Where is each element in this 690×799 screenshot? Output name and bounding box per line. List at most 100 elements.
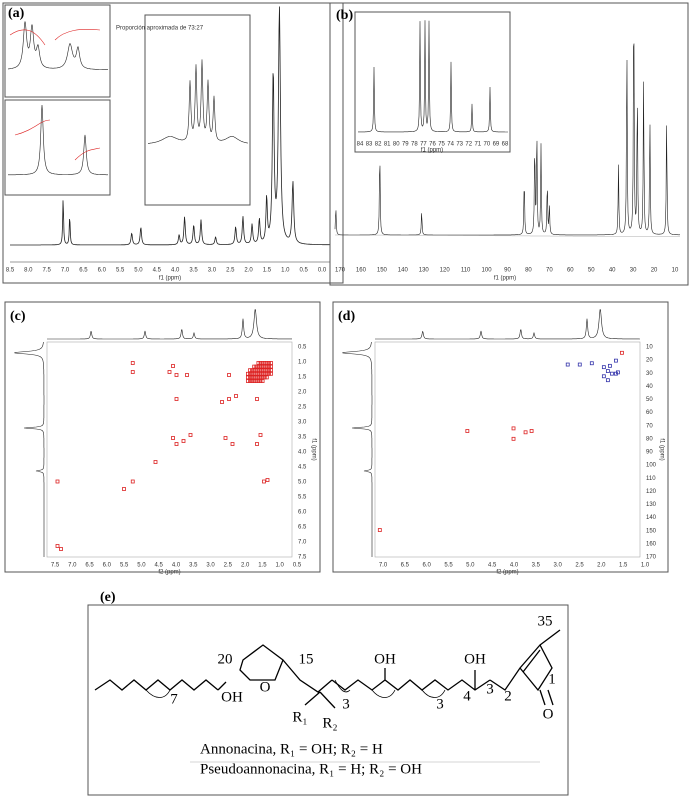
tick-label: 7.0 (298, 540, 307, 546)
tick-label: 70 (484, 142, 491, 148)
cross-peak (260, 371, 265, 376)
cross-peak (254, 375, 259, 380)
cross-peak (223, 436, 228, 440)
cross-peak (601, 365, 606, 370)
inset (144, 14, 251, 206)
tick-label: 1.5 (263, 268, 272, 274)
cross-peak (266, 368, 271, 373)
cross-peak (264, 361, 269, 365)
tick-label: 7.5 (43, 268, 52, 274)
cross-peak (250, 375, 255, 380)
cross-peak (260, 364, 265, 369)
plot-area (374, 341, 641, 558)
tick-label: 7.0 (68, 563, 77, 569)
cross-peak (614, 358, 618, 363)
tick-label: 5.0 (137, 563, 146, 569)
atom-label: O (543, 706, 554, 722)
tick-label: 80 (393, 142, 400, 148)
tick-label: 5.0 (466, 563, 475, 569)
cross-peak (252, 368, 257, 373)
cross-peak (577, 362, 582, 367)
atom-label: 3 (342, 696, 350, 712)
cross-peak (266, 364, 271, 369)
cross-peak (607, 363, 612, 368)
inset (354, 11, 511, 153)
panel-frame (2, 2, 344, 284)
tick-label: 160 (356, 268, 367, 274)
cross-peak (255, 442, 259, 446)
tick-label: 70 (546, 268, 553, 274)
tick-label: 5.5 (116, 268, 125, 274)
tick-label: 80 (646, 436, 653, 442)
tick-label: 1.5 (619, 563, 628, 569)
tick-label: 140 (646, 515, 657, 521)
tick-label: 7.0 (379, 563, 388, 569)
tick-label: 4.5 (155, 563, 164, 569)
axis-label: f1 (ppm) (494, 276, 516, 282)
cross-peak (227, 373, 231, 377)
tick-label: 170 (646, 555, 657, 561)
plot-area (46, 341, 293, 558)
tick-label: 120 (646, 489, 657, 495)
tick-label: 140 (398, 268, 409, 274)
integral (9, 29, 101, 46)
tick-label: 120 (440, 268, 451, 274)
cross-peak (250, 368, 255, 373)
tick-label: 5.0 (298, 480, 307, 486)
tick-label: 6.0 (422, 563, 431, 569)
tick-label: 5.0 (134, 268, 143, 274)
tick-label: 68 (502, 142, 509, 148)
integral (14, 119, 101, 161)
inset-spectrum (8, 21, 108, 70)
tick-label: 1.5 (258, 563, 267, 569)
tick-label: 3.5 (298, 435, 307, 441)
projection (375, 309, 640, 340)
tick-label: 5.5 (444, 563, 453, 569)
cross-peak (264, 368, 269, 373)
cross-peak (258, 433, 263, 437)
atom-label: 35 (538, 613, 553, 629)
tick-label: 110 (646, 476, 656, 482)
cross-peak (264, 364, 269, 369)
cross-peak (250, 379, 255, 383)
cross-peak (258, 371, 263, 376)
tick-label: 69 (493, 142, 500, 148)
tick-label: 2.5 (224, 563, 233, 569)
cross-peak (252, 364, 257, 369)
cross-peak (227, 397, 231, 401)
cross-peak (252, 375, 257, 380)
tick-label: 110 (461, 268, 471, 274)
cross-peak (269, 364, 273, 369)
tick-label: 4.5 (298, 465, 307, 471)
cross-peak (252, 379, 257, 383)
cross-peak (248, 371, 252, 376)
cross-peak (589, 361, 594, 366)
cross-peak (260, 361, 265, 365)
inset-spectrum (358, 20, 508, 133)
tick-label: 4.0 (298, 450, 307, 456)
atom-label: 15 (299, 651, 314, 667)
axis-label: f1 (ppm) (159, 276, 181, 282)
cross-peak (254, 364, 259, 369)
tick-label: 150 (646, 528, 657, 534)
tick-label: 50 (646, 397, 653, 403)
tick-label: 82 (375, 142, 382, 148)
tick-label: 40 (646, 384, 653, 390)
tick-label: 60 (567, 268, 574, 274)
cross-peak (269, 371, 273, 376)
tick-label: 76 (429, 142, 436, 148)
panel-label: (a) (8, 6, 25, 21)
projection (47, 309, 292, 340)
tick-label: 1.0 (641, 563, 650, 569)
cross-peak (234, 394, 238, 398)
tick-label: 1.5 (298, 375, 307, 381)
cross-peak (174, 373, 179, 377)
tick-label: 10 (672, 268, 679, 274)
cross-peak (255, 397, 259, 401)
axis-label: f2 (ppm) (496, 570, 518, 576)
tick-label: 7.5 (51, 563, 60, 569)
cross-peak (55, 544, 60, 548)
cross-peak (511, 436, 516, 441)
caption: Annonacina, R₁ = OH; R₂ = H (200, 741, 383, 757)
cross-peak (605, 369, 610, 373)
